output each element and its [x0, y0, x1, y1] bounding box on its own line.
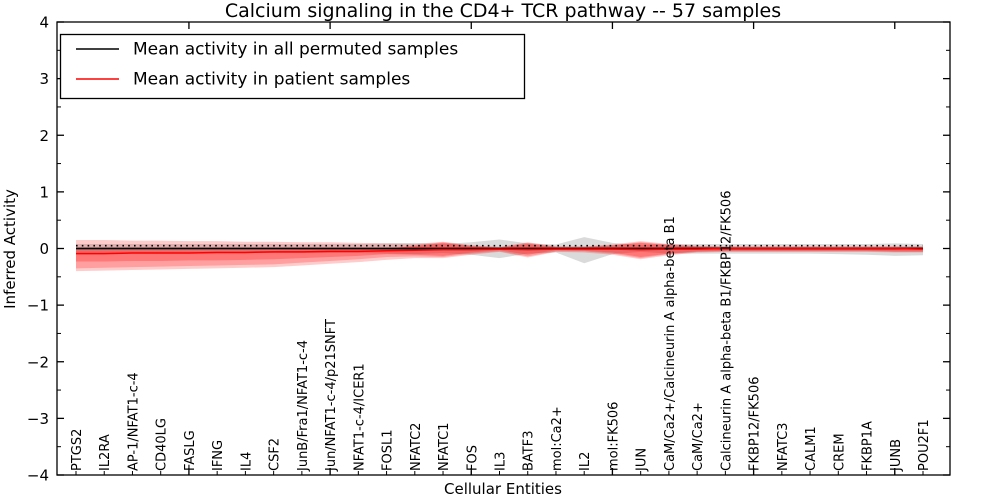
x-category-label: NFATC2 [409, 423, 424, 471]
x-category-label: PTGS2 [70, 429, 85, 471]
band-patient-samples-spread-inner [76, 242, 923, 262]
x-category-label: NFATC1 [437, 423, 452, 471]
x-category-label: NFATC3 [776, 423, 791, 471]
y-tick-label: 4 [39, 14, 49, 32]
x-category-label: mol:Ca2+ [550, 406, 565, 471]
x-category-label: CaM/Ca2+ [691, 402, 706, 471]
x-category-label: FKBP12/FK506 [748, 377, 763, 472]
y-tick-label: −2 [27, 353, 49, 371]
y-tick-label: −3 [27, 410, 49, 428]
x-category-label: IL4 [239, 452, 254, 471]
x-category-label: CREM [832, 433, 847, 471]
x-category-label: AP-1/NFAT1-c-4 [126, 372, 141, 471]
band-permuted-samples-spread [76, 237, 923, 264]
legend-label-patient: Mean activity in patient samples [133, 70, 410, 90]
chart-title: Calcium signaling in the CD4+ TCR pathwa… [225, 0, 781, 22]
y-tick-label: 2 [39, 127, 49, 145]
x-category-label: JunB/Fra1/NFAT1-c-4 [296, 340, 311, 472]
x-category-label: CALM1 [804, 426, 819, 471]
x-category-label: IL3 [494, 452, 509, 471]
legend-box [59, 33, 526, 100]
y-tick-label: 3 [39, 70, 49, 88]
x-category-label: IL2 [578, 452, 593, 471]
x-category-label: JUN [635, 448, 650, 472]
series-line-patient-mean [76, 247, 924, 255]
x-category-label: NFAT1-c-4/ICER1 [352, 363, 367, 471]
x-category-label: IFNG [211, 440, 226, 471]
x-category-label: CaM/Ca2+/Calcineurin A alpha-beta B1 [663, 216, 678, 471]
y-axis-label: Inferred Activity [1, 189, 19, 309]
x-category-label: mol:FK506 [606, 402, 621, 471]
y-tick-label: −1 [27, 297, 49, 315]
x-category-label: CD40LG [155, 418, 170, 471]
y-tick-label: 1 [39, 183, 49, 201]
y-tick-label: −4 [27, 467, 49, 485]
x-category-label: JUNB [889, 439, 904, 472]
x-category-label: Calcineurin A alpha-beta B1/FKBP12/FK506 [719, 191, 734, 471]
x-category-label: FOSL1 [381, 430, 396, 471]
plot-area: −4 −3 −2 −1 0 1 2 3 4 PTGS2 IL2RA AP-1/NFAT1-c-4 CD4… [27, 14, 950, 485]
legend: Mean activity in all permuted samples Me… [59, 33, 526, 100]
y-tick-label: 0 [39, 240, 49, 258]
x-category-label: POU2F1 [917, 419, 932, 471]
x-axis-label: Cellular Entities [444, 480, 562, 498]
x-category-label: FKBP1A [861, 421, 876, 471]
x-category-label: CSF2 [268, 438, 283, 471]
x-category-label: BATF3 [522, 431, 537, 472]
legend-label-permuted: Mean activity in all permuted samples [133, 40, 458, 60]
x-category-label: IL2RA [98, 434, 113, 471]
x-category-label: FOS [465, 445, 480, 471]
axes-spine [56, 21, 951, 476]
x-category-label: Jun/NFAT1-c-4/p21SNFT [324, 319, 339, 472]
x-category-label: FASLG [183, 430, 198, 471]
